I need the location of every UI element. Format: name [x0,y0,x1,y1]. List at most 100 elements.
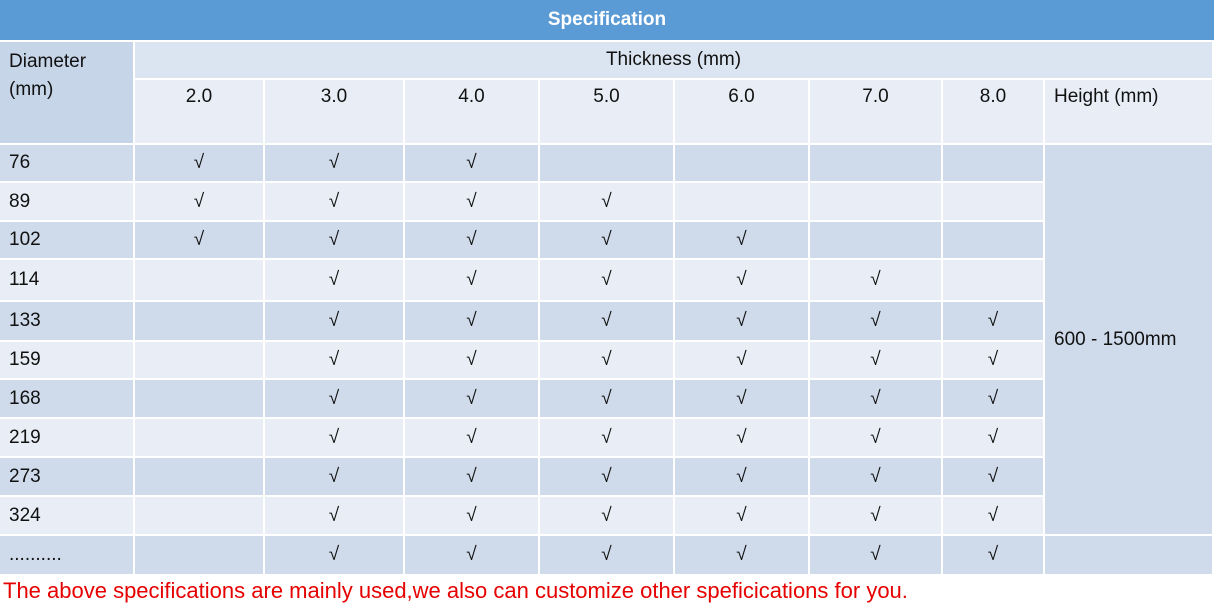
check-cell: √ [540,342,675,380]
check-cell: √ [265,260,405,302]
diameter-header: Diameter (mm) [0,42,135,145]
height-value: 600 - 1500mm [1045,145,1214,536]
check-cell: √ [265,458,405,497]
check-cell: √ [540,536,675,576]
diameter-cell: 102 [0,222,135,260]
diameter-cell: 76 [0,145,135,183]
check-cell: √ [540,222,675,260]
footnote: The above specifications are mainly used… [3,578,908,603]
diameter-cell: 159 [0,342,135,380]
check-cell: √ [675,458,810,497]
thickness-column: 7.0 [810,80,943,145]
check-cell: √ [265,302,405,342]
empty-cell [135,497,265,536]
empty-cell [943,145,1045,183]
empty-cell [810,222,943,260]
check-cell: √ [810,302,943,342]
check-cell: √ [810,419,943,458]
empty-cell [810,183,943,222]
check-cell: √ [943,497,1045,536]
check-cell: √ [675,222,810,260]
check-cell: √ [675,536,810,576]
empty-cell [1045,536,1214,576]
empty-cell [135,458,265,497]
empty-cell [135,419,265,458]
thickness-column: 3.0 [265,80,405,145]
check-cell: √ [810,536,943,576]
table-title: Specification [0,0,1214,40]
thickness-column: 6.0 [675,80,810,145]
empty-cell [943,260,1045,302]
check-cell: √ [135,222,265,260]
diameter-cell: 168 [0,380,135,419]
empty-cell [540,145,675,183]
diameter-cell: 324 [0,497,135,536]
check-cell: √ [675,260,810,302]
diameter-cell: 273 [0,458,135,497]
check-cell: √ [540,419,675,458]
check-cell: √ [135,145,265,183]
check-cell: √ [540,260,675,302]
diameter-cell: 133 [0,302,135,342]
empty-cell [135,342,265,380]
thickness-header: Thickness (mm) [135,42,1214,80]
check-cell: √ [265,497,405,536]
check-cell: √ [675,419,810,458]
empty-cell [135,260,265,302]
empty-cell [675,145,810,183]
check-cell: √ [405,260,540,302]
diameter-cell: 89 [0,183,135,222]
check-cell: √ [540,380,675,419]
thickness-column: 5.0 [540,80,675,145]
check-cell: √ [265,536,405,576]
check-cell: √ [810,497,943,536]
check-cell: √ [405,419,540,458]
diameter-cell: 114 [0,260,135,302]
check-cell: √ [675,302,810,342]
check-cell: √ [265,222,405,260]
check-cell: √ [405,458,540,497]
check-cell: √ [405,497,540,536]
diameter-cell: 219 [0,419,135,458]
check-cell: √ [943,458,1045,497]
check-cell: √ [135,183,265,222]
thickness-column: 8.0 [943,80,1045,145]
empty-cell [810,145,943,183]
check-cell: √ [675,497,810,536]
check-cell: √ [675,380,810,419]
empty-cell [675,183,810,222]
check-cell: √ [540,302,675,342]
check-cell: √ [265,419,405,458]
thickness-column: 2.0 [135,80,265,145]
check-cell: √ [810,458,943,497]
empty-cell [943,183,1045,222]
empty-cell [943,222,1045,260]
check-cell: √ [405,302,540,342]
thickness-column: 4.0 [405,80,540,145]
check-cell: √ [265,380,405,419]
check-cell: √ [943,380,1045,419]
check-cell: √ [943,302,1045,342]
check-cell: √ [943,419,1045,458]
empty-cell [135,380,265,419]
check-cell: √ [540,497,675,536]
check-cell: √ [265,145,405,183]
check-cell: √ [405,536,540,576]
check-cell: √ [810,380,943,419]
check-cell: √ [675,342,810,380]
check-cell: √ [540,183,675,222]
check-cell: √ [810,260,943,302]
check-cell: √ [265,183,405,222]
check-cell: √ [810,342,943,380]
check-cell: √ [405,380,540,419]
check-cell: √ [540,458,675,497]
check-cell: √ [405,342,540,380]
height-header: Height (mm) [1045,80,1214,145]
check-cell: √ [943,536,1045,576]
check-cell: √ [405,145,540,183]
check-cell: √ [405,222,540,260]
check-cell: √ [405,183,540,222]
check-cell: √ [943,342,1045,380]
empty-cell [135,536,265,576]
